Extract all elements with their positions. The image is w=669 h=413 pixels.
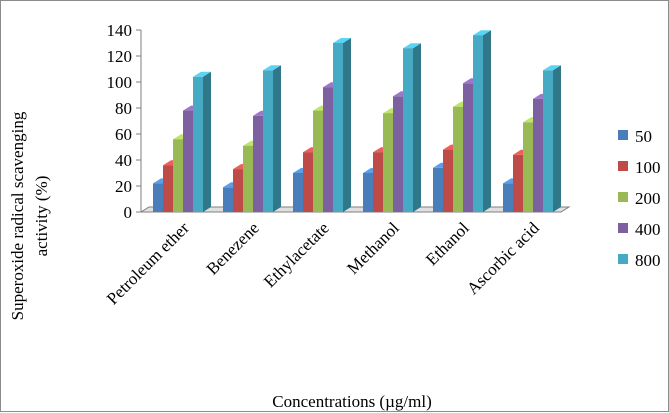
bar-front: [443, 149, 453, 212]
bar-top: [403, 43, 421, 49]
legend-label: 800: [635, 251, 661, 270]
y-tick-label: 40: [115, 151, 132, 170]
legend-label: 100: [635, 158, 661, 177]
bar-top: [263, 65, 281, 71]
bar-front: [173, 139, 183, 212]
y-tick-label: 60: [115, 125, 132, 144]
x-category-label: Methanol: [343, 218, 403, 278]
bar-front: [333, 43, 343, 212]
bar-side: [203, 71, 211, 212]
bar-front: [303, 152, 313, 212]
bar-front: [253, 115, 263, 212]
y-tick-label: 140: [107, 21, 133, 40]
x-category-label: Ascorbic acid: [463, 218, 543, 298]
legend-swatch: [618, 161, 628, 171]
y-axis-title-line2: activity (%): [32, 176, 51, 257]
bar-front: [513, 154, 523, 212]
legend-swatch: [618, 254, 628, 264]
x-category-label: Petroleum ether: [103, 218, 193, 308]
bar: [333, 38, 351, 212]
bar-side: [273, 65, 281, 212]
legend-label: 400: [635, 220, 661, 239]
legend-swatch: [618, 223, 628, 233]
bar-front: [503, 183, 513, 212]
bar-front: [523, 122, 533, 212]
x-category-label: Ethylacetate: [260, 218, 333, 291]
bar-front: [233, 169, 243, 212]
legend-label: 50: [635, 127, 652, 146]
bar-side: [553, 65, 561, 212]
bar: [543, 65, 561, 212]
bar-front: [363, 173, 373, 212]
bar-front: [313, 110, 323, 212]
bar-top: [473, 30, 491, 36]
bar: [263, 65, 281, 212]
bar: [193, 71, 211, 212]
bar-front: [193, 76, 203, 212]
bar-front: [323, 87, 333, 212]
bar-front: [543, 70, 553, 212]
bar-front: [153, 183, 163, 212]
y-tick-label: 0: [124, 203, 133, 222]
bar-front: [373, 152, 383, 212]
bar-front: [383, 113, 393, 212]
bar-front: [453, 106, 463, 212]
y-tick-label: 120: [107, 47, 133, 66]
y-tick-label: 80: [115, 99, 132, 118]
bar-front: [433, 167, 443, 212]
legend-label: 200: [635, 189, 661, 208]
y-axis-title-line1: Superoxide radical scavenging: [8, 111, 27, 320]
y-axis: 0 20 40 60 80 100 120 140: [107, 21, 142, 222]
bar-front: [243, 145, 253, 212]
bar-side: [343, 38, 351, 212]
bar-top: [333, 38, 351, 43]
bar-side: [413, 43, 421, 213]
x-axis-title: Concentrations (µg/ml): [272, 392, 431, 411]
bars: [153, 30, 561, 213]
bar-top: [193, 71, 211, 77]
bar-front: [263, 70, 273, 212]
bar-front: [393, 96, 403, 212]
x-category-label: Benezene: [203, 218, 263, 278]
bar-front: [463, 83, 473, 212]
bar-front: [403, 48, 413, 213]
bar-front: [223, 187, 233, 212]
bar-front: [533, 98, 543, 212]
legend: 50 100 200 400 800: [618, 127, 661, 270]
y-tick-label: 100: [107, 73, 133, 92]
bar-side: [483, 30, 491, 213]
bar: [473, 30, 491, 213]
legend-swatch: [618, 130, 628, 140]
x-category-label: Ethanol: [422, 218, 473, 269]
y-tick-label: 20: [115, 177, 132, 196]
legend-swatch: [618, 192, 628, 202]
bar-front: [293, 173, 303, 212]
bar-front: [183, 110, 193, 212]
bar: [403, 43, 421, 213]
bar-front: [163, 165, 173, 212]
bar-front: [473, 35, 483, 213]
bar-top: [543, 65, 561, 71]
